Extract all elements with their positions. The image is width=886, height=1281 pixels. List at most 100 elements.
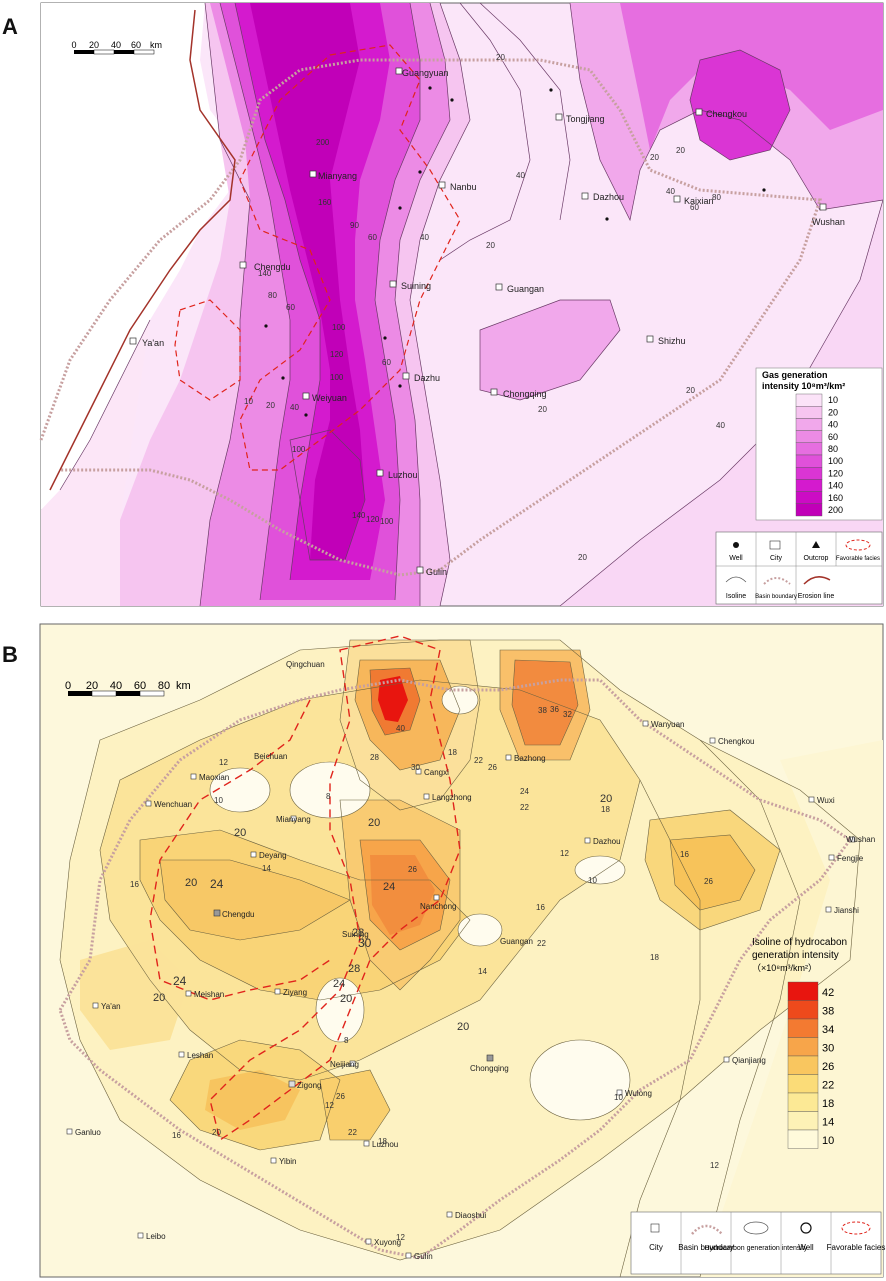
erosion-line-a — [49, 9, 236, 491]
svg-text:22: 22 — [520, 803, 529, 812]
svg-text:Nanchong: Nanchong — [420, 902, 456, 911]
symbol-b-basin-label-text: Basin boundary — [678, 1243, 734, 1252]
svg-text:12: 12 — [219, 758, 228, 767]
svg-text:Weiyuan: Weiyuan — [312, 393, 347, 403]
cities-a: Guangyuan Tongjiang Chengkou Mianyang Na… — [129, 67, 845, 577]
city-guangan: Guangan — [495, 283, 544, 294]
legend-a: Gas generation intensity 10⁸m³/km² 10 20 4… — [755, 367, 883, 521]
symbol-legend-a: Well City Outcrop Favorable facies Isoli… — [715, 531, 883, 605]
svg-text:26: 26 — [408, 865, 417, 874]
svg-text:24: 24 — [210, 877, 224, 891]
city-yaan: Ya'an — [129, 337, 164, 348]
city-tongjiang: Tongjiang — [555, 113, 605, 124]
svg-text:60: 60 — [690, 203, 699, 212]
svg-text:Chengdu: Chengdu — [222, 910, 254, 919]
symbol-outcrop-icon — [812, 541, 820, 548]
svg-text:Bazhong: Bazhong — [514, 754, 546, 763]
city-qingchuan: Qingchuan — [286, 660, 325, 669]
legend-a-swatch — [795, 442, 823, 456]
legend-b-label: 14 — [822, 1116, 834, 1128]
favorable-facies-b — [209, 635, 461, 1142]
symbol-b-intensity-label: Hydrocarbon generation intensity — [705, 1245, 808, 1252]
symbol-erosion-icon — [803, 576, 831, 585]
svg-text:22: 22 — [474, 756, 483, 765]
legend-b: Isoline of hydrocabon generation intensi… — [752, 937, 847, 1149]
panel-b-letter: B — [2, 642, 18, 667]
svg-text:20: 20 — [676, 146, 685, 155]
hydrocarbon-intensity-fill — [60, 640, 883, 1277]
city-zigong: Zigong — [288, 1080, 321, 1090]
city-luzhou: Luzhou — [376, 469, 418, 480]
svg-text:16: 16 — [680, 850, 689, 859]
svg-text:24: 24 — [520, 787, 529, 796]
scale-bar-a: 0 20 40 60 km — [71, 40, 162, 55]
city-yaan: Ya'an — [92, 1002, 121, 1011]
svg-text:28: 28 — [370, 753, 379, 762]
svg-text:8: 8 — [326, 792, 331, 801]
svg-text:Luzhou: Luzhou — [372, 1140, 398, 1149]
city-diaoshui: Diaoshui — [446, 1211, 486, 1220]
symbol-favorable-icon — [845, 539, 871, 551]
city-xuyong: Xuyong — [365, 1238, 401, 1247]
svg-text:Erosion line: Erosion line — [798, 593, 835, 600]
city-dazhou: Dazhou — [581, 192, 624, 202]
legend-b-label: 10 — [822, 1135, 834, 1147]
legend-b-swatch — [787, 1000, 819, 1020]
scale-b-tick-2: 40 — [110, 680, 122, 692]
svg-text:100: 100 — [332, 323, 346, 332]
legend-a-label: 200 — [828, 505, 843, 515]
city-kaixian: Kaixian — [673, 195, 714, 206]
svg-text:24: 24 — [333, 978, 345, 990]
city-gulin: Gulin — [405, 1252, 433, 1261]
svg-text:Langzhong: Langzhong — [432, 793, 472, 802]
legend-a-swatch — [795, 418, 823, 431]
city-neijiang: Neijiang — [330, 1060, 359, 1069]
svg-text:12: 12 — [396, 1233, 405, 1242]
svg-text:Ziyang: Ziyang — [283, 988, 307, 997]
svg-text:22: 22 — [348, 1128, 357, 1137]
scale-a-tick-3: 60 — [131, 40, 141, 50]
svg-text:40: 40 — [420, 233, 429, 242]
symbol-b-well-icon — [800, 1222, 812, 1234]
svg-text:Maoxian: Maoxian — [199, 773, 229, 782]
svg-text:Shizhu: Shizhu — [658, 336, 686, 346]
scale-b-unit: km — [176, 680, 191, 692]
svg-text:28: 28 — [348, 963, 360, 975]
svg-text:140: 140 — [352, 511, 366, 520]
svg-text:Chongqing: Chongqing — [503, 389, 547, 399]
panel-a-letter: A — [2, 14, 18, 39]
legend-b-label: 18 — [822, 1098, 834, 1110]
legend-a-swatch — [795, 467, 823, 480]
svg-text:20: 20 — [340, 993, 352, 1005]
city-nanbu: Nanbu — [438, 181, 477, 192]
favorable-facies-a2 — [174, 299, 241, 401]
svg-text:Ganluo: Ganluo — [75, 1128, 101, 1137]
cities-b: Qingchuan Wanyuan Chengkou Beichuan Maox… — [66, 660, 875, 1261]
svg-text:60: 60 — [286, 303, 295, 312]
svg-text:Favorable facies: Favorable facies — [827, 1243, 886, 1252]
svg-text:20: 20 — [538, 405, 547, 414]
symbol-b-basin-label: Basin boundary — [678, 1243, 734, 1252]
legend-b-label: 26 — [822, 1061, 834, 1073]
city-wenchuan: Wenchuan — [145, 800, 192, 809]
svg-text:26: 26 — [488, 763, 497, 772]
svg-text:20: 20 — [650, 153, 659, 162]
svg-text:Kaixian: Kaixian — [684, 196, 714, 206]
legend-a-swatch — [795, 393, 823, 407]
legend-b-label: 34 — [822, 1024, 834, 1036]
svg-text:Suining: Suining — [401, 281, 431, 291]
svg-text:32: 32 — [563, 710, 572, 719]
svg-text:Qingchuan: Qingchuan — [286, 660, 325, 669]
symbol-b-intensity-icon — [743, 1221, 769, 1235]
svg-text:160: 160 — [318, 198, 332, 207]
svg-text:Wenchuan: Wenchuan — [154, 800, 192, 809]
svg-text:30: 30 — [411, 763, 420, 772]
svg-text:20: 20 — [185, 877, 197, 889]
legend-a-label: 10 — [828, 395, 838, 405]
svg-text:Wushan: Wushan — [812, 217, 845, 227]
city-luzhou: Luzhou — [363, 1140, 398, 1149]
svg-text:24: 24 — [383, 881, 395, 893]
city-chengdu: Chengdu — [239, 261, 291, 272]
svg-text:Luzhou: Luzhou — [388, 470, 418, 480]
svg-text:26: 26 — [336, 1092, 345, 1101]
